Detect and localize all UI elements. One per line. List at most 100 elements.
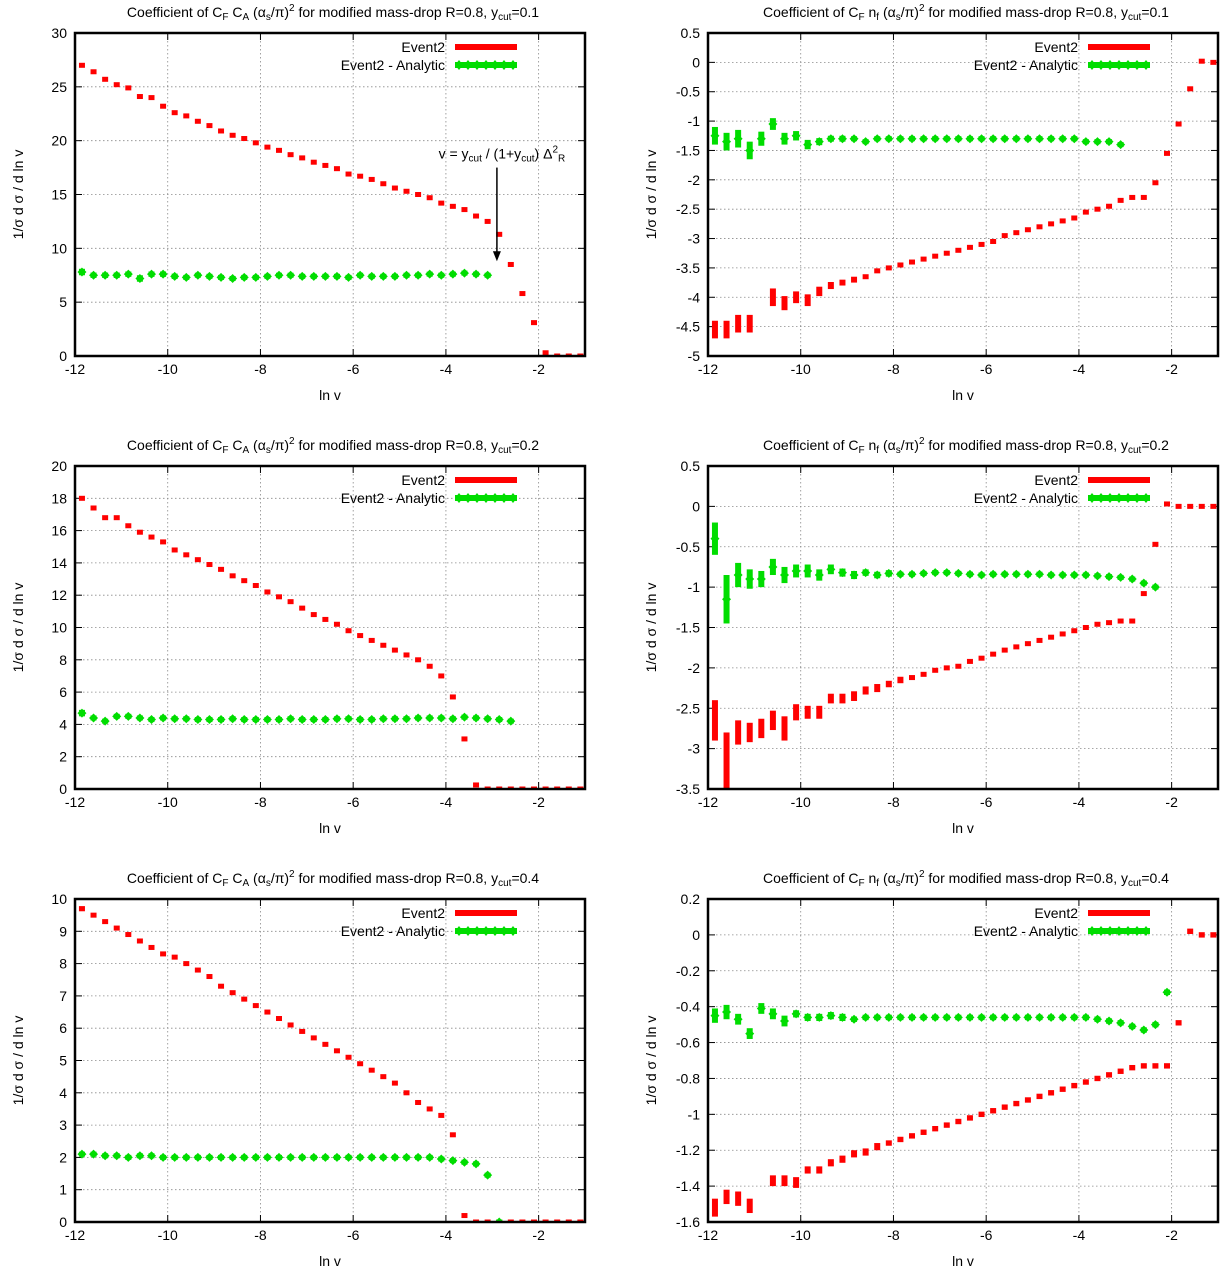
analytic-marker [849, 570, 859, 580]
analytic-marker [135, 1151, 145, 1161]
event2-point [1013, 230, 1020, 236]
x-tick-label: -10 [791, 1227, 811, 1243]
legend-marker-analytic [1124, 493, 1132, 503]
x-tick-label: -4 [440, 794, 453, 810]
legend-marker-analytic [482, 60, 490, 70]
event2-point [920, 671, 927, 677]
analytic-marker [112, 711, 122, 721]
analytic-marker [1011, 1012, 1021, 1022]
analytic-marker [123, 1152, 133, 1162]
analytic-marker [930, 1012, 940, 1022]
y-tick-label: 0 [692, 54, 700, 70]
legend-marker-analytic [1133, 493, 1141, 503]
x-tick-label: -6 [347, 794, 360, 810]
event2-point [194, 118, 201, 124]
event2-point [862, 1148, 869, 1156]
chart-panel-2: -12 -10 -8 -6 -4 -2-5-4.5-4-3.5-3-2.5-2-1.5-1… [643, 3, 1220, 403]
event2-point [310, 1035, 317, 1041]
event2-point [955, 1118, 962, 1125]
event2-point [1082, 209, 1089, 215]
event2-point [804, 294, 811, 307]
analytic-marker [1035, 134, 1044, 144]
analytic-marker [320, 1152, 330, 1162]
analytic-marker [77, 708, 87, 718]
analytic-marker [297, 271, 307, 281]
event2-point [1129, 1064, 1136, 1071]
analytic-marker [483, 714, 493, 724]
y-axis-label: 1/σ d σ / d ln v [643, 1016, 659, 1106]
event2-point [1036, 637, 1043, 643]
analytic-marker [367, 715, 377, 725]
event2-point [345, 171, 352, 177]
analytic-marker [907, 134, 917, 144]
data-layer [77, 906, 584, 1222]
analytic-marker [436, 713, 446, 723]
event2-point [415, 1099, 422, 1105]
event2-point [461, 207, 468, 213]
analytic-marker [1104, 572, 1114, 582]
analytic-marker [274, 715, 284, 725]
annotation-text: v = ycut / (1+ycut) Δ2R [439, 145, 566, 165]
y-tick-label: -0.5 [676, 84, 700, 100]
analytic-marker [228, 714, 238, 724]
event2-point [125, 523, 132, 529]
y-tick-label: 14 [51, 555, 67, 571]
analytic-marker [286, 714, 296, 724]
analytic-marker [344, 1152, 354, 1162]
analytic-marker [1139, 578, 1149, 588]
event2-point [183, 552, 190, 558]
legend-swatch-event2 [1088, 477, 1150, 483]
legend-marker-analytic [500, 60, 508, 70]
legend-swatch-event2 [455, 477, 517, 483]
event2-point [206, 974, 213, 980]
legend-swatch-event2 [455, 910, 517, 916]
event2-point [264, 589, 271, 595]
event2-point [1117, 618, 1124, 624]
event2-point [1001, 1104, 1008, 1110]
data-layer [710, 501, 1217, 789]
y-tick-label: 25 [51, 79, 67, 95]
analytic-marker [803, 1012, 813, 1022]
event2-point [816, 705, 823, 719]
data-layer [710, 58, 1217, 339]
event2-point [1024, 641, 1031, 647]
chart-title: Coefficient of CF CA (αs/π)2 for modifie… [127, 436, 539, 456]
analytic-marker [1116, 140, 1126, 150]
y-tick-label: 30 [51, 25, 67, 41]
analytic-marker [251, 1152, 261, 1162]
y-tick-label: 0.5 [681, 25, 701, 41]
event2-point [438, 200, 445, 206]
x-tick-label: -2 [1165, 361, 1178, 377]
analytic-marker [988, 1012, 998, 1022]
analytic-marker [459, 712, 469, 722]
x-tick-label: -8 [254, 1227, 267, 1243]
event2-point [333, 1048, 340, 1054]
event2-point [322, 1041, 329, 1047]
analytic-marker [297, 1152, 307, 1162]
analytic-marker [1000, 134, 1010, 144]
analytic-marker [332, 271, 342, 281]
event2-point [1036, 1093, 1043, 1100]
y-tick-label: 4 [59, 1085, 67, 1101]
y-tick-label: -1.6 [676, 1214, 700, 1230]
event2-point [723, 1189, 730, 1205]
y-tick-label: 20 [51, 458, 67, 474]
event2-point [78, 906, 85, 912]
y-tick-label: -1.2 [676, 1142, 700, 1158]
y-tick-label: -2.5 [676, 201, 700, 217]
event2-point [711, 1198, 718, 1217]
y-axis-label: 1/σ d σ / d ln v [643, 583, 659, 673]
event2-point [1198, 58, 1205, 64]
analytic-marker [1081, 570, 1091, 580]
x-tick-label: -10 [158, 361, 178, 377]
x-tick-label: -2 [532, 361, 545, 377]
event2-point [1106, 1072, 1113, 1078]
analytic-marker [239, 272, 249, 282]
analytic-marker [803, 566, 813, 576]
analytic-marker [861, 137, 871, 147]
analytic-marker [483, 1170, 493, 1180]
event2-point [1187, 503, 1194, 509]
y-tick-label: 20 [51, 133, 67, 149]
legend-marker-analytic [500, 926, 508, 936]
analytic-marker [907, 1012, 917, 1022]
